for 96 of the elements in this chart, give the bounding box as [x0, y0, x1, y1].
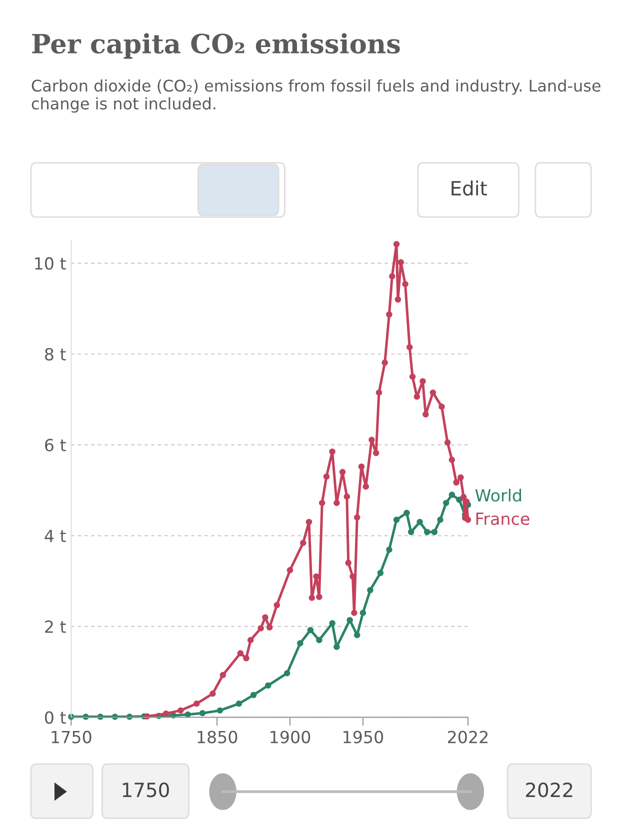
point [346, 616, 353, 624]
point [284, 670, 290, 676]
point [194, 700, 200, 707]
point [438, 404, 445, 410]
point [414, 394, 420, 400]
point [358, 463, 365, 470]
point [354, 632, 360, 638]
x-tick-label: 1850 [198, 730, 238, 744]
point [444, 439, 451, 446]
point [339, 468, 346, 476]
point [334, 644, 340, 650]
y-tick-label: 2 t [45, 620, 66, 633]
point [448, 456, 456, 463]
point [460, 494, 467, 500]
point [420, 378, 426, 384]
point [329, 448, 336, 455]
point [368, 436, 375, 443]
chart-subtitle: Carbon dioxide (CO₂) emissions from fossil fuels and industry. Land-use change is not included. [32, 79, 600, 113]
text: 2022 [526, 782, 572, 798]
y-tick-label: 10 t [35, 257, 66, 270]
chart-title: Per capita CO₂ emissions [32, 33, 400, 59]
point [386, 546, 392, 553]
x-tick-label: 2022 [448, 730, 488, 744]
point [247, 636, 254, 644]
y-tick-label: 8 t [45, 348, 66, 361]
point [422, 411, 429, 418]
point [393, 240, 400, 248]
point [236, 700, 242, 707]
x-tick-label: 1900 [270, 730, 310, 744]
point [318, 500, 326, 506]
point [377, 570, 384, 576]
point [306, 518, 312, 526]
point [430, 389, 436, 396]
point [442, 500, 450, 506]
point [264, 682, 272, 689]
y-tick-label: 4 t [44, 530, 66, 542]
point [210, 690, 216, 697]
point [424, 528, 430, 536]
point [376, 389, 382, 396]
point [199, 710, 206, 716]
point [237, 650, 244, 656]
point [250, 692, 257, 698]
series-label: World [475, 488, 522, 502]
point [393, 516, 400, 523]
x-tick-label: 1950 [344, 730, 384, 744]
point [351, 610, 358, 616]
point [458, 474, 464, 481]
series-label: France [476, 512, 530, 526]
point [308, 594, 316, 601]
point [316, 636, 322, 644]
point [453, 479, 460, 486]
y-tick-label: 6 t [45, 438, 66, 452]
x-tick-label: 1750 [52, 730, 92, 744]
point [406, 344, 413, 350]
text: 1750 [122, 782, 169, 798]
point [334, 500, 340, 506]
point [404, 510, 410, 516]
point [437, 516, 444, 523]
point [300, 540, 306, 546]
point [372, 450, 380, 456]
point [220, 672, 226, 678]
point [382, 360, 388, 366]
point [394, 296, 402, 303]
point [323, 473, 330, 480]
point [243, 655, 250, 662]
point [297, 640, 304, 646]
point [162, 710, 170, 717]
point [307, 626, 314, 634]
point [258, 625, 264, 632]
point [354, 514, 360, 521]
point [448, 492, 456, 498]
point [388, 273, 396, 280]
point [313, 573, 320, 580]
point [274, 602, 280, 608]
point [402, 280, 408, 288]
point [266, 624, 273, 630]
point [464, 516, 472, 523]
point [344, 493, 350, 500]
point [408, 528, 414, 536]
point [409, 374, 416, 380]
point [329, 620, 336, 626]
point [360, 610, 366, 616]
point [416, 518, 423, 526]
point [362, 483, 369, 490]
point [456, 496, 462, 503]
point [431, 528, 438, 536]
point [286, 567, 294, 574]
point [177, 707, 184, 714]
point [386, 311, 392, 318]
point [367, 586, 374, 594]
point [216, 707, 224, 714]
point [316, 594, 322, 600]
text: Edit [452, 180, 487, 196]
point [345, 560, 352, 566]
y-tick-label: 0 t [44, 711, 66, 724]
point [398, 259, 404, 266]
